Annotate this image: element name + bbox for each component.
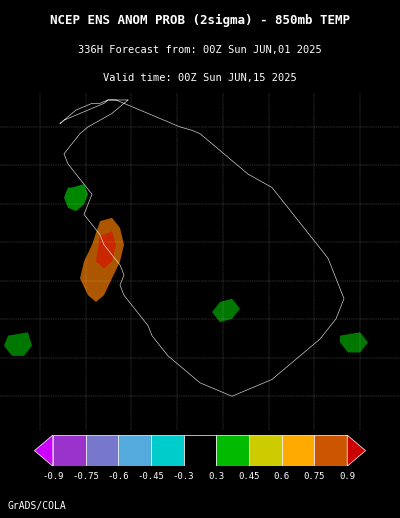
Text: 0.45: 0.45 — [238, 472, 260, 481]
Text: -0.75: -0.75 — [72, 472, 99, 481]
Text: -0.45: -0.45 — [138, 472, 164, 481]
Text: 336H Forecast from: 00Z Sun JUN,01 2025: 336H Forecast from: 00Z Sun JUN,01 2025 — [78, 45, 322, 55]
Polygon shape — [340, 333, 368, 352]
FancyBboxPatch shape — [53, 435, 86, 466]
Polygon shape — [4, 333, 32, 356]
Text: -0.3: -0.3 — [173, 472, 194, 481]
Polygon shape — [34, 435, 53, 466]
Polygon shape — [212, 298, 240, 322]
Text: NCEP ENS ANOM PROB (2sigma) - 850mb TEMP: NCEP ENS ANOM PROB (2sigma) - 850mb TEMP — [50, 14, 350, 27]
Polygon shape — [64, 184, 88, 211]
Text: -0.9: -0.9 — [42, 472, 64, 481]
Polygon shape — [80, 218, 124, 302]
FancyBboxPatch shape — [151, 435, 184, 466]
Text: 0.75: 0.75 — [304, 472, 325, 481]
FancyBboxPatch shape — [282, 435, 314, 466]
Text: -0.6: -0.6 — [108, 472, 129, 481]
FancyBboxPatch shape — [249, 435, 282, 466]
Text: GrADS/COLA: GrADS/COLA — [8, 501, 67, 511]
FancyBboxPatch shape — [86, 435, 118, 466]
Text: 0.3: 0.3 — [208, 472, 224, 481]
Text: 0.6: 0.6 — [274, 472, 290, 481]
Polygon shape — [96, 231, 116, 268]
FancyBboxPatch shape — [216, 435, 249, 466]
FancyBboxPatch shape — [118, 435, 151, 466]
Polygon shape — [347, 435, 366, 466]
FancyBboxPatch shape — [314, 435, 347, 466]
Text: Valid time: 00Z Sun JUN,15 2025: Valid time: 00Z Sun JUN,15 2025 — [103, 73, 297, 83]
Text: 0.9: 0.9 — [339, 472, 355, 481]
FancyBboxPatch shape — [184, 435, 216, 466]
